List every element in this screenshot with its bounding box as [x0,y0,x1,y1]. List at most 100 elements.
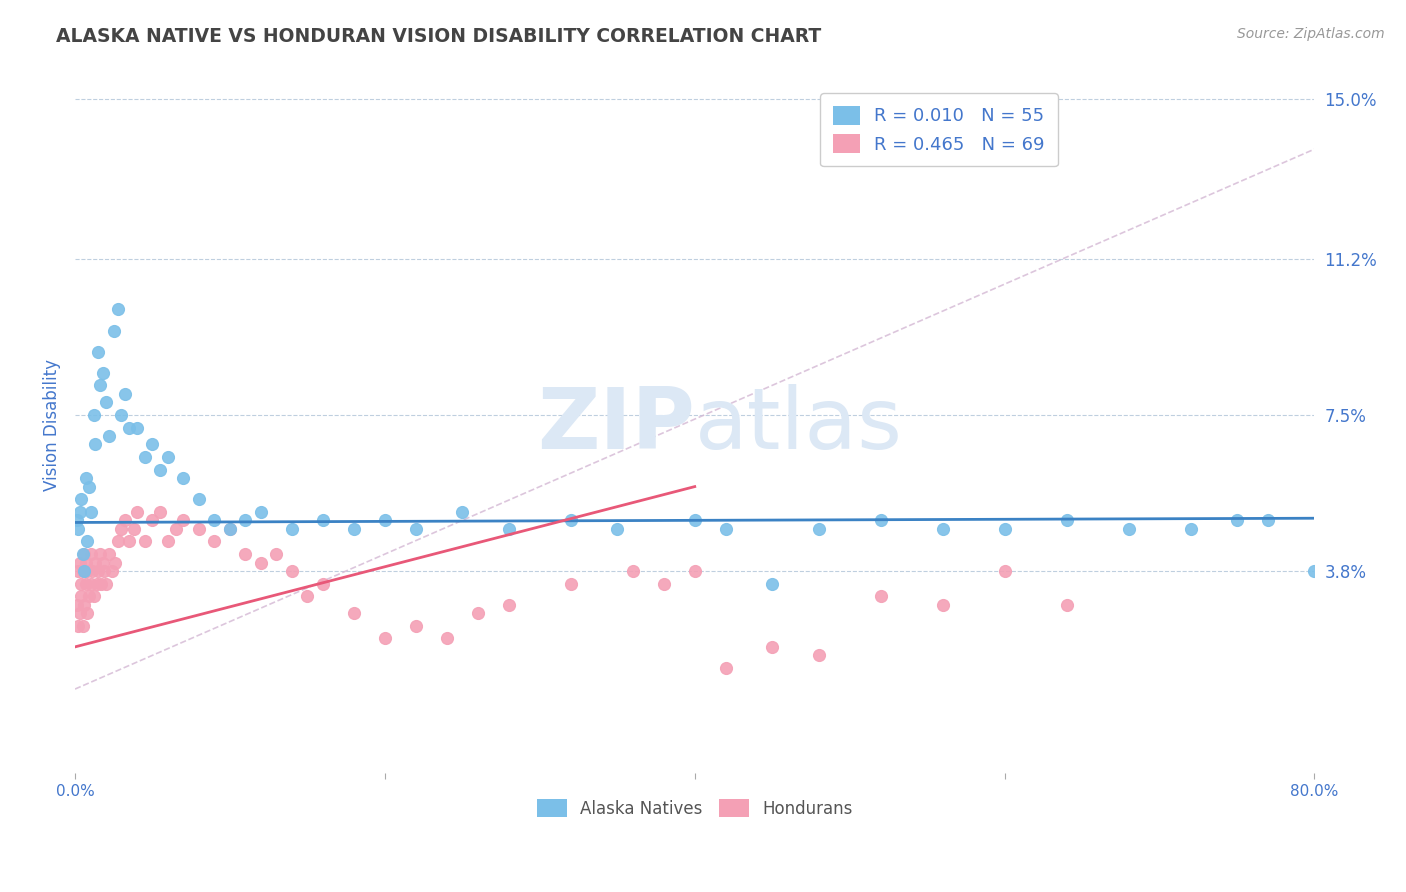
Point [156,450,179,464]
Point [94,395,117,409]
Point [281,564,304,578]
Point [73,598,96,612]
Text: atlas: atlas [695,384,903,467]
Point [118,534,141,549]
Point [219,522,242,536]
Point [172,513,194,527]
Point [1056,598,1078,612]
Point [343,606,366,620]
Point [72,564,94,578]
Point [436,632,458,646]
Point [94,576,117,591]
Point [761,640,783,654]
Point [83,589,105,603]
Point [87,564,110,578]
Point [165,522,187,536]
Point [103,324,125,338]
Point [72,619,94,633]
Point [134,534,156,549]
Point [188,522,211,536]
Point [65,513,87,527]
Point [76,564,98,578]
Point [67,522,90,536]
Point [89,378,111,392]
Point [79,576,101,591]
Point [79,547,101,561]
Point [1303,564,1326,578]
Text: Source: ZipAtlas.com: Source: ZipAtlas.com [1237,27,1385,41]
Point [156,534,179,549]
Point [297,589,319,603]
Point [621,564,644,578]
Point [87,344,110,359]
Point [70,576,93,591]
Point [869,513,891,527]
Point [188,492,211,507]
Point [73,564,96,578]
Point [83,408,105,422]
Point [451,505,474,519]
Point [77,589,100,603]
Point [931,522,953,536]
Point [281,522,304,536]
Point [89,547,111,561]
Point [76,534,98,549]
Point [84,437,107,451]
Point [69,556,91,570]
Point [714,661,737,675]
Point [405,619,427,633]
Point [141,513,163,527]
Point [75,576,97,591]
Point [84,556,107,570]
Point [86,576,108,591]
Point [98,547,121,561]
Point [219,522,242,536]
Point [374,513,396,527]
Point [79,505,101,519]
Point [266,547,288,561]
Point [107,534,129,549]
Point [1257,513,1279,527]
Point [77,480,100,494]
Point [1118,522,1140,536]
Point [141,437,163,451]
Point [235,513,257,527]
Point [75,471,97,485]
Point [312,576,335,591]
Point [67,564,90,578]
Point [122,522,145,536]
Point [652,576,675,591]
Point [807,522,830,536]
Point [994,522,1017,536]
Point [374,632,396,646]
Text: ZIP: ZIP [537,384,695,467]
Point [114,386,136,401]
Point [75,556,97,570]
Point [101,564,124,578]
Point [498,598,520,612]
Point [107,302,129,317]
Point [73,547,96,561]
Point [110,408,132,422]
Point [69,505,91,519]
Point [1180,522,1202,536]
Point [118,420,141,434]
Point [90,576,112,591]
Point [312,513,335,527]
Point [80,564,103,578]
Text: ALASKA NATIVE VS HONDURAN VISION DISABILITY CORRELATION CHART: ALASKA NATIVE VS HONDURAN VISION DISABIL… [56,27,821,45]
Point [994,564,1017,578]
Point [172,471,194,485]
Point [67,619,90,633]
Point [76,606,98,620]
Y-axis label: Vision Disability: Vision Disability [44,359,60,491]
Legend: Alaska Natives, Hondurans: Alaska Natives, Hondurans [530,793,859,824]
Point [560,513,582,527]
Point [683,513,706,527]
Point [467,606,489,620]
Point [714,522,737,536]
Point [91,556,114,570]
Point [498,522,520,536]
Point [1056,513,1078,527]
Point [343,522,366,536]
